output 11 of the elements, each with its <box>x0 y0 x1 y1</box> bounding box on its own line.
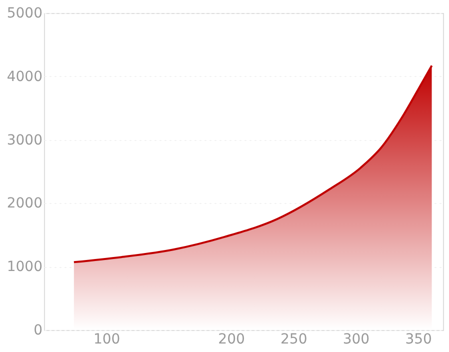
y-tick-label: 0 <box>34 322 42 338</box>
y-tick-label: 1000 <box>6 259 42 276</box>
x-tick-label: 200 <box>218 332 245 348</box>
y-tick-label: 3000 <box>6 132 42 148</box>
y-tick-label: 2000 <box>6 196 42 212</box>
x-tick-label: 350 <box>405 332 432 348</box>
y-tick-label: 4000 <box>6 68 42 85</box>
y-tick-label: 5000 <box>6 6 42 22</box>
x-tick-label: 100 <box>93 332 120 348</box>
x-tick-label: 300 <box>342 332 370 348</box>
x-tick-label: 250 <box>280 332 308 348</box>
